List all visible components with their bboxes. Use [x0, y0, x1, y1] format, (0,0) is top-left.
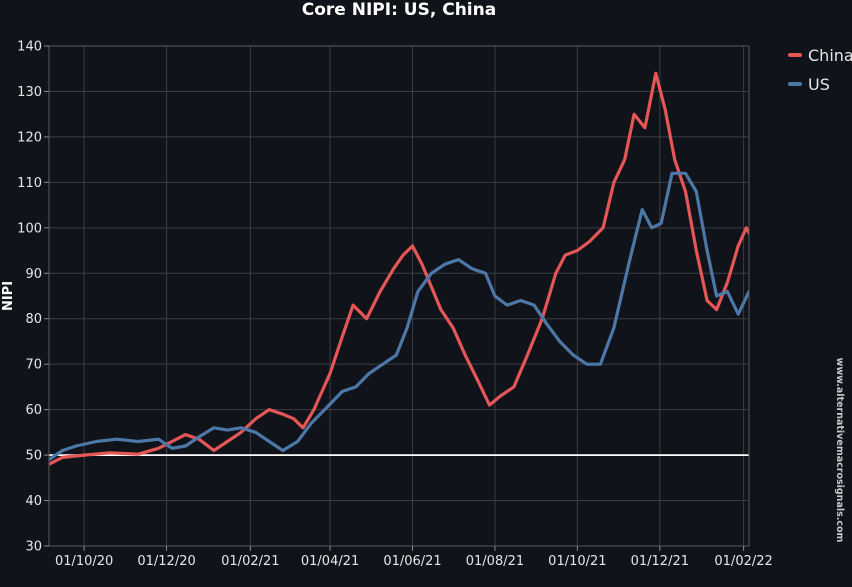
- y-tick-label: 120: [17, 130, 42, 145]
- x-axis-ticks: 01/10/20 01/12/20 01/02/21 01/04/21 01/06/21…: [55, 546, 773, 569]
- x-tick-label: 01/12/20: [137, 554, 195, 569]
- y-tick-label: 110: [17, 176, 42, 191]
- x-tick-label: 01/08/21: [466, 554, 524, 569]
- plot-frame: [48, 45, 750, 547]
- y-tick-label: 100: [17, 221, 42, 236]
- x-tick-label: 01/04/21: [301, 554, 359, 569]
- x-tick-label: 01/02/22: [714, 554, 772, 569]
- gridlines: [49, 45, 749, 547]
- y-tick-label: 130: [17, 85, 42, 100]
- x-tick-label: 01/06/21: [383, 554, 441, 569]
- y-tick-label: 80: [25, 312, 42, 327]
- y-tick-label: 90: [25, 267, 42, 282]
- x-tick-label: 01/10/21: [548, 554, 606, 569]
- y-axis-label: NIPI: [1, 281, 16, 311]
- y-tick-label: 40: [25, 494, 42, 509]
- y-tick-label: 30: [25, 540, 42, 555]
- y-tick-label: 140: [17, 40, 42, 55]
- x-tick-label: 01/12/21: [631, 554, 689, 569]
- y-axis-ticks: 30 40 50 60 70 80 90 100 110 120 130 140: [17, 40, 49, 555]
- legend-label-china: China: [808, 46, 852, 65]
- x-tick-label: 01/10/20: [55, 554, 113, 569]
- y-tick-label: 50: [25, 449, 42, 464]
- series-line-us: [49, 171, 749, 462]
- legend-label-us: US: [808, 75, 830, 94]
- series-lines: [49, 71, 749, 466]
- chart-title: Core NIPI: US, China: [302, 0, 496, 20]
- y-tick-label: 60: [25, 403, 42, 418]
- legend: China US: [788, 46, 852, 94]
- watermark: www.alternativemacrosignals.com: [834, 358, 845, 543]
- y-tick-label: 70: [25, 358, 42, 373]
- series-line-china: [49, 71, 749, 466]
- x-tick-label: 01/02/21: [221, 554, 279, 569]
